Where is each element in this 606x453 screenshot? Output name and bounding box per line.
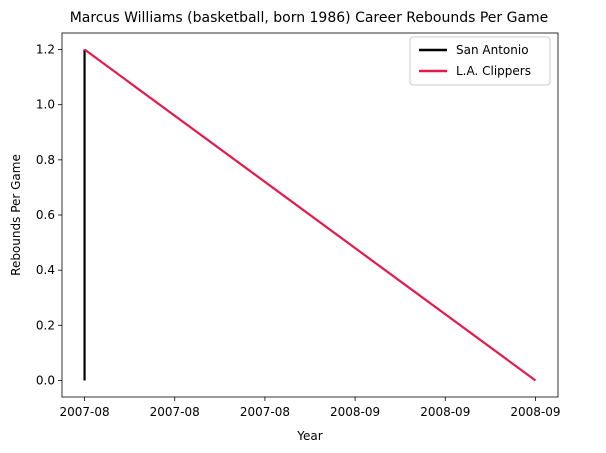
y-tick-label: 0.4	[36, 263, 55, 277]
y-tick-label: 0.8	[36, 153, 55, 167]
x-axis-label: Year	[296, 429, 322, 443]
series-line-l-a-clippers	[83, 48, 537, 382]
x-tick-label: 2008-09	[330, 405, 380, 419]
y-tick-label: 1.2	[36, 43, 55, 57]
legend: San Antonio L.A. Clippers	[409, 36, 551, 86]
x-tick-label: 2008-09	[510, 405, 560, 419]
y-tick-label: 0.6	[36, 208, 55, 222]
legend-label-la-clippers: L.A. Clippers	[456, 64, 531, 78]
y-axis-label: Rebounds Per Game	[9, 154, 23, 276]
chart-title: Marcus Williams (basketball, born 1986) …	[70, 10, 549, 26]
y-tick-label: 0.2	[36, 318, 55, 332]
legend-label-san-antonio: San Antonio	[456, 43, 529, 57]
x-tick-label: 2007-08	[240, 405, 290, 419]
x-tick-label: 2007-08	[150, 405, 200, 419]
x-tick-label: 2008-09	[420, 405, 470, 419]
x-tick-label: 2007-08	[59, 405, 109, 419]
plot-frame	[61, 32, 559, 398]
x-axis-ticks: 2007-08 2007-08 2007-08 2008-09 2008-09 2008-…	[59, 397, 561, 419]
y-tick-label: 1.0	[36, 98, 55, 112]
y-axis-ticks: 0.0 0.2 0.4 0.6 0.8 1.0 1.2	[36, 43, 62, 387]
series-layer	[83, 48, 537, 382]
y-tick-label: 0.0	[36, 373, 55, 387]
